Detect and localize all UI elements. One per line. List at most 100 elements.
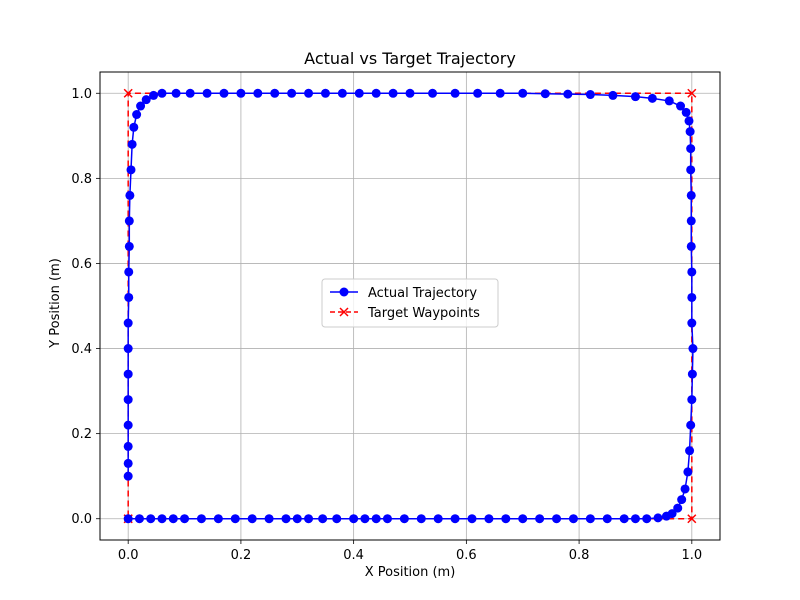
actual-trajectory-point — [124, 292, 134, 302]
x-tick-label: 0.0 — [118, 548, 139, 563]
y-axis-label: Y Position (m) — [48, 258, 63, 349]
target-waypoint-marker — [687, 88, 697, 98]
actual-trajectory-point — [585, 90, 595, 100]
actual-trajectory-point — [677, 495, 687, 505]
actual-trajectory-point — [168, 514, 178, 524]
actual-trajectory-point — [253, 88, 263, 98]
actual-trajectory-point — [647, 93, 657, 103]
legend-marker-target — [339, 307, 349, 317]
actual-trajectory-point — [563, 89, 573, 99]
y-tick-label: 0.4 — [71, 342, 92, 357]
actual-trajectory-point — [123, 420, 133, 430]
actual-trajectory-point — [673, 503, 683, 513]
actual-trajectory-point — [196, 514, 206, 524]
actual-trajectory-point — [667, 509, 677, 519]
x-axis-label: X Position (m) — [365, 565, 456, 580]
y-tick-label: 0.2 — [71, 427, 92, 442]
y-tick-label: 0.0 — [71, 512, 92, 527]
actual-trajectory-point — [371, 88, 381, 98]
actual-trajectory-point — [608, 90, 618, 100]
actual-trajectory-point — [126, 165, 136, 175]
actual-trajectory-point — [518, 88, 528, 98]
actual-trajectory-point — [630, 92, 640, 102]
actual-trajectory-point — [495, 88, 505, 98]
actual-trajectory-point — [676, 101, 686, 111]
actual-trajectory-point — [264, 514, 274, 524]
actual-trajectory-point — [134, 514, 144, 524]
actual-trajectory-point — [388, 88, 398, 98]
actual-trajectory-point — [123, 344, 133, 354]
actual-trajectory-point — [213, 514, 223, 524]
actual-trajectory-point — [467, 514, 477, 524]
actual-trajectory-point — [473, 88, 483, 98]
legend: Actual Trajectory Target Waypoints — [321, 278, 499, 328]
x-tick-label: 0.8 — [569, 548, 590, 563]
actual-trajectory-point — [687, 318, 697, 328]
actual-trajectory-point — [416, 514, 426, 524]
actual-trajectory-point — [146, 514, 156, 524]
actual-trajectory-point — [685, 127, 695, 137]
actual-trajectory-point — [332, 514, 342, 524]
actual-trajectory-point — [450, 514, 460, 524]
actual-trajectory-point — [123, 441, 133, 451]
actual-trajectory-point — [685, 446, 695, 456]
y-tick-label: 0.8 — [71, 172, 92, 187]
legend-label-actual: Actual Trajectory — [368, 286, 477, 301]
x-tick-label: 0.2 — [231, 548, 252, 563]
actual-trajectory-point — [680, 484, 690, 494]
actual-trajectory-point — [433, 514, 443, 524]
target-waypoint-marker — [687, 514, 697, 524]
chart-title: Actual vs Target Trajectory — [304, 49, 516, 68]
actual-trajectory-point — [687, 395, 697, 405]
y-tick-label: 1.0 — [71, 87, 92, 102]
actual-trajectory-point — [270, 88, 280, 98]
actual-trajectory-point — [686, 144, 696, 154]
actual-trajectory-point — [129, 122, 139, 132]
actual-trajectory-point — [157, 514, 167, 524]
actual-trajectory-point — [202, 88, 212, 98]
actual-trajectory-point — [686, 165, 696, 175]
actual-trajectory-point — [686, 190, 696, 200]
actual-trajectory-point — [171, 88, 181, 98]
actual-trajectory-point — [123, 395, 133, 405]
actual-trajectory-point — [349, 514, 359, 524]
y-tick-label: 0.6 — [71, 257, 92, 272]
actual-trajectory-point — [185, 88, 195, 98]
x-tick-label: 1.0 — [681, 548, 702, 563]
actual-trajectory-point — [287, 88, 297, 98]
actual-trajectory-point — [180, 514, 190, 524]
actual-trajectory-point — [123, 318, 133, 328]
actual-trajectory-point — [124, 241, 134, 251]
legend-marker-actual — [339, 287, 349, 297]
actual-trajectory-point — [360, 514, 370, 524]
actual-trajectory-point — [683, 467, 693, 477]
actual-trajectory-point — [292, 514, 302, 524]
actual-trajectory-point — [304, 514, 314, 524]
actual-trajectory-point — [337, 88, 347, 98]
actual-trajectory-point — [484, 514, 494, 524]
y-axis-ticks: 0.0 0.2 0.4 0.6 0.8 1.0 — [71, 87, 100, 527]
actual-trajectory-point — [132, 110, 142, 120]
actual-trajectory-point — [619, 514, 629, 524]
actual-trajectory-point — [450, 88, 460, 98]
actual-trajectory-point — [686, 216, 696, 226]
actual-trajectory-point — [157, 88, 167, 98]
actual-trajectory-point — [653, 513, 663, 523]
actual-trajectory-point — [686, 241, 696, 251]
actual-trajectory-point — [405, 88, 415, 98]
actual-trajectory-point — [304, 88, 314, 98]
target-waypoint-marker — [123, 88, 133, 98]
actual-trajectory-point — [399, 514, 409, 524]
actual-trajectory-point — [664, 96, 674, 106]
actual-trajectory-point — [371, 514, 381, 524]
actual-trajectory-point — [681, 107, 691, 117]
actual-trajectory-point — [687, 267, 697, 277]
actual-trajectory-point — [124, 267, 134, 277]
axes-frame — [99, 71, 721, 541]
actual-trajectory-point — [219, 88, 229, 98]
legend-box — [321, 278, 499, 328]
actual-trajectory-point — [247, 514, 257, 524]
actual-trajectory-point — [127, 139, 137, 149]
